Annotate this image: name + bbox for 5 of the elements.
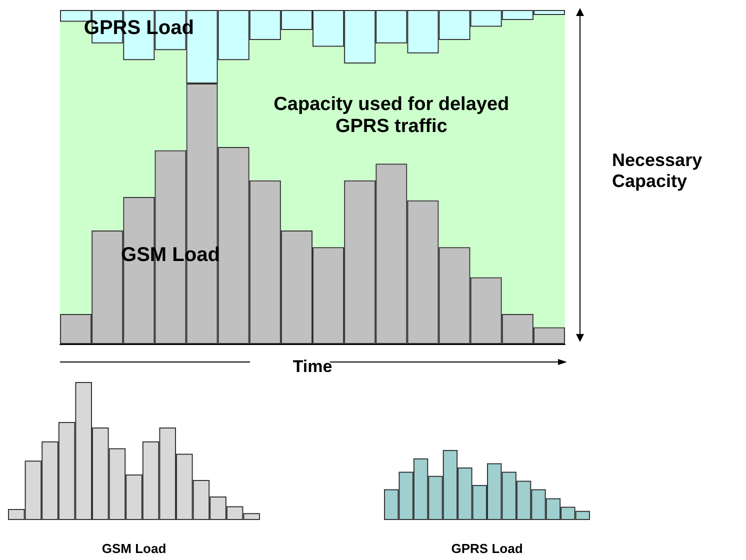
x-axis-title: GPRS Load [451,541,523,556]
series-label: Capacity used for delayed GPRS traffic [272,94,510,138]
x-axis-title: Time [292,357,332,376]
x-axis-title: GSM Load [102,541,166,556]
text: Necessary Capacity [612,150,704,192]
